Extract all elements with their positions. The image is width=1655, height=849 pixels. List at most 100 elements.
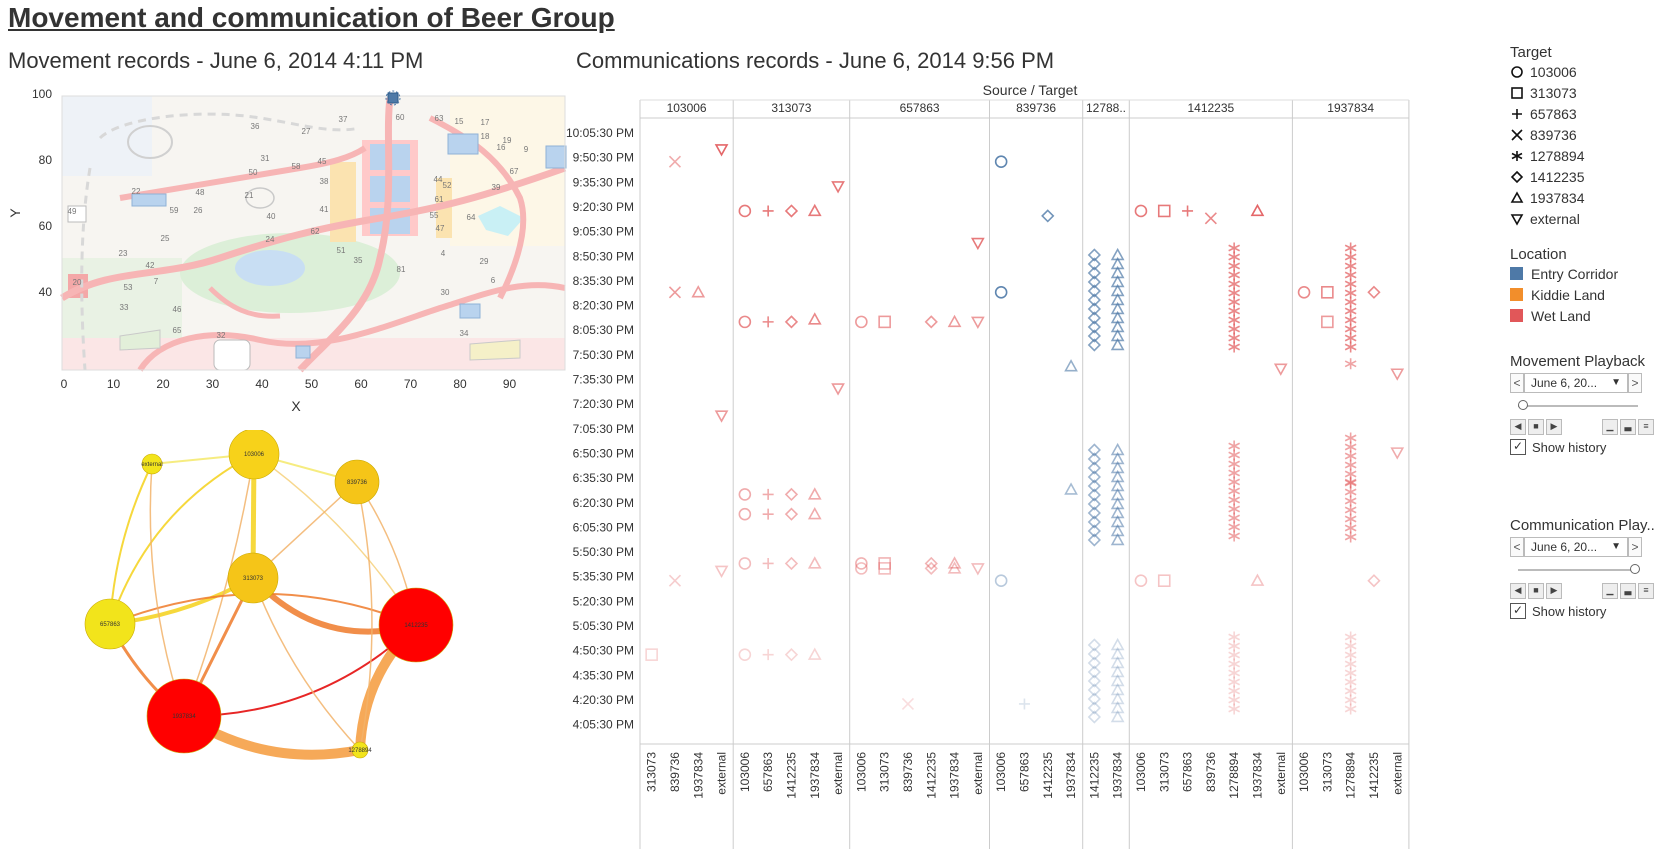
communications-labels: Source / Target 103006 313073 839736 1937834… <box>566 82 1404 799</box>
target-legend-item[interactable]: external <box>1510 208 1655 229</box>
map-location-label: 37 <box>339 115 348 124</box>
communication-mark <box>1087 524 1101 538</box>
network-node-circle[interactable] <box>334 459 380 505</box>
target-legend-item[interactable]: 1412235 <box>1510 166 1655 187</box>
target-legend-item[interactable]: 313073 <box>1510 82 1655 103</box>
network-node[interactable]: 103006 <box>228 430 280 480</box>
movement-date-select[interactable]: June 6, 20... ▼ <box>1524 373 1628 393</box>
communications-chart[interactable]: Source / Target 103006 313073 839736 1937834… <box>565 80 1510 849</box>
speed-fast-icon[interactable]: ≡ <box>1638 419 1654 435</box>
map-location-label: 51 <box>337 246 346 255</box>
communication-date-select[interactable]: June 6, 20... ▼ <box>1524 537 1628 557</box>
communications-title: Communications records - June 6, 2014 9:… <box>576 48 1055 73</box>
stop-icon[interactable]: ■ <box>1528 419 1544 435</box>
network-node[interactable]: 313073 <box>227 552 279 604</box>
asterisk-icon <box>1511 150 1523 161</box>
network-node-circle[interactable] <box>84 598 136 650</box>
communication-mark <box>1321 315 1334 329</box>
network-nodes[interactable]: external 103006 839736 313073 657863 1412235 1… <box>84 430 454 759</box>
step-back-icon[interactable]: ◀ <box>1510 583 1526 599</box>
step-forward-icon[interactable]: ▶ <box>1546 419 1562 435</box>
communication-slider[interactable] <box>1518 564 1640 574</box>
communication-mark <box>1228 649 1241 661</box>
movement-next-button[interactable]: > <box>1628 373 1642 393</box>
time-tick-label: 8:20:30 PM <box>573 299 634 313</box>
network-graph[interactable]: external 103006 839736 313073 657863 1412235 1… <box>60 430 510 830</box>
communication-mark <box>831 383 845 396</box>
communication-mark <box>714 410 729 423</box>
target-axis-label: 839736 <box>901 752 915 792</box>
movement-date-control: < June 6, 20... ▼ > <box>1510 373 1655 393</box>
communication-mark <box>1344 694 1357 706</box>
plus-icon <box>1512 108 1522 119</box>
movement-slider[interactable] <box>1518 400 1638 410</box>
location-legend-label: Entry Corridor <box>1531 265 1619 282</box>
communication-mark <box>878 562 891 575</box>
target-legend-label: 1937834 <box>1530 189 1585 206</box>
communication-slider-knob[interactable] <box>1630 564 1640 574</box>
speed-fast-icon[interactable]: ≡ <box>1638 583 1654 599</box>
network-node[interactable]: 839736 <box>334 459 380 505</box>
communication-history-checkbox[interactable]: ✓ <box>1510 603 1526 619</box>
movement-history-checkbox[interactable]: ✓ <box>1510 439 1526 455</box>
communication-mark <box>807 203 822 217</box>
communication-mark <box>1344 640 1357 652</box>
communication-mark <box>1087 506 1101 520</box>
network-node-label: 657863 <box>100 622 121 628</box>
x-tick-label: 10 <box>107 377 121 391</box>
movement-position-marker[interactable] <box>385 90 401 106</box>
map-location-label: 48 <box>196 188 205 197</box>
network-node-circle[interactable] <box>146 678 222 754</box>
stop-icon[interactable]: ■ <box>1528 583 1544 599</box>
communication-mark <box>1087 497 1101 511</box>
network-node-circle[interactable] <box>227 552 279 604</box>
movement-prev-button[interactable]: < <box>1510 373 1524 393</box>
map-frame <box>61 95 566 371</box>
target-legend-item[interactable]: 103006 <box>1510 61 1655 82</box>
location-legend-item[interactable]: Wet Land <box>1510 305 1655 326</box>
communication-mark <box>784 556 799 571</box>
target-legend-item[interactable]: 1937834 <box>1510 187 1655 208</box>
network-edge <box>356 481 373 751</box>
speed-slow-icon[interactable]: ▁ <box>1602 419 1618 435</box>
speed-medium-icon[interactable]: ▃ <box>1620 419 1636 435</box>
step-forward-icon[interactable]: ▶ <box>1546 583 1562 599</box>
network-node-circle[interactable] <box>228 430 280 480</box>
network-node[interactable]: 1278894 <box>348 741 372 759</box>
target-axis-label: 1937834 <box>948 752 962 799</box>
communication-mark <box>738 488 752 501</box>
communication-mark <box>1228 658 1241 670</box>
speed-medium-icon[interactable]: ▃ <box>1620 583 1636 599</box>
network-node[interactable]: 1412235 <box>378 587 454 663</box>
speed-slow-icon[interactable]: ▁ <box>1602 583 1618 599</box>
map-location-label: 26 <box>194 206 203 215</box>
communication-show-history[interactable]: ✓ Show history <box>1510 603 1655 619</box>
target-legend-label: 1278894 <box>1530 147 1585 164</box>
communication-next-button[interactable]: > <box>1628 537 1642 557</box>
map-location-label: 63 <box>435 114 444 123</box>
network-node-circle[interactable] <box>141 453 163 475</box>
time-tick-label: 7:20:30 PM <box>573 397 634 411</box>
movement-show-history[interactable]: ✓ Show history <box>1510 439 1655 455</box>
movement-slider-knob[interactable] <box>1518 400 1528 410</box>
location-legend[interactable]: Entry Corridor Kiddie Land Wet Land <box>1510 263 1655 326</box>
location-legend-item[interactable]: Kiddie Land <box>1510 284 1655 305</box>
target-legend-item[interactable]: 657863 <box>1510 103 1655 124</box>
step-back-icon[interactable]: ◀ <box>1510 419 1526 435</box>
target-legend[interactable]: 103006 313073 657863 839736 1278894 1412235 19… <box>1510 61 1655 229</box>
network-node[interactable]: 1937834 <box>146 678 222 754</box>
network-node-circle[interactable] <box>351 741 369 759</box>
communication-mark <box>1157 574 1171 588</box>
network-node[interactable]: external <box>141 453 163 475</box>
network-node-circle[interactable] <box>378 587 454 663</box>
communication-prev-button[interactable]: < <box>1510 537 1524 557</box>
network-node[interactable]: 657863 <box>84 598 136 650</box>
target-legend-item[interactable]: 1278894 <box>1510 145 1655 166</box>
communication-mark <box>738 557 752 570</box>
map-location-label: 32 <box>217 331 226 340</box>
communication-mark <box>1087 656 1101 670</box>
target-legend-item[interactable]: 839736 <box>1510 124 1655 145</box>
target-axis-label: 1937834 <box>691 752 705 799</box>
location-legend-item[interactable]: Entry Corridor <box>1510 263 1655 284</box>
